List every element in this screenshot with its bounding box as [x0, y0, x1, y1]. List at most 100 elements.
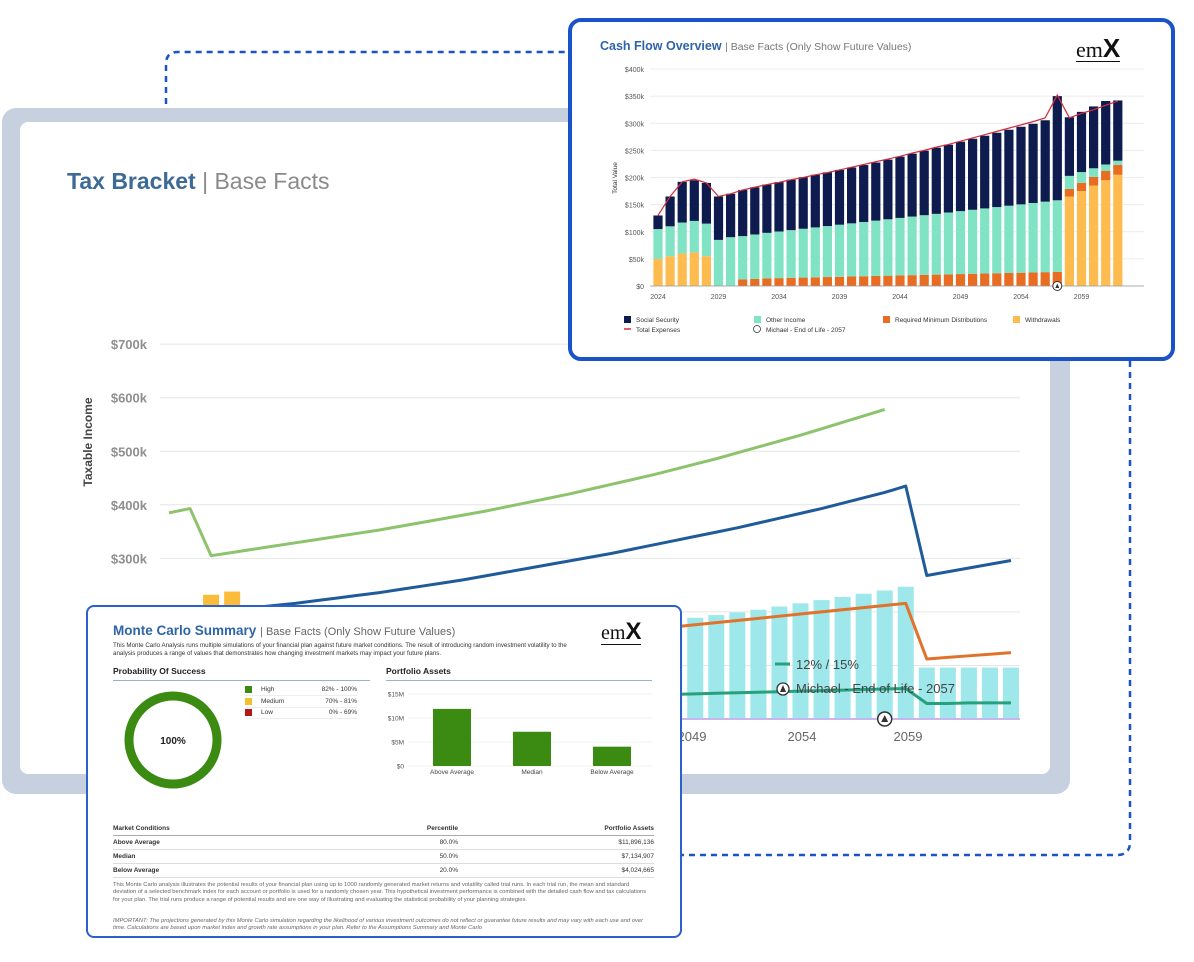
cash-flow-bar-segment	[822, 277, 832, 286]
legend-range: 70% - 81%	[325, 697, 357, 705]
cash-flow-bar-segment	[955, 274, 966, 286]
probability-ring	[124, 691, 222, 789]
cash-flow-bar-segment	[1101, 164, 1111, 171]
cash-flow-bar-segment	[992, 207, 1002, 274]
y-axis-label: Taxable Income	[81, 397, 95, 486]
table-row: Below Average 20.0% $4,024,665	[113, 864, 654, 878]
taxable-income-bar	[708, 615, 725, 719]
taxable-income-bar	[897, 586, 914, 719]
x-tick-label: Median	[521, 769, 543, 776]
y-tick-label: $300k	[625, 121, 645, 128]
cash-flow-bar-segment	[859, 276, 869, 286]
y-tick-label: $10M	[388, 716, 404, 723]
legend-label: Total Expenses	[636, 327, 681, 334]
cash-flow-bar-segment	[810, 277, 820, 286]
cash-flow-bar-segment	[786, 179, 796, 231]
cash-flow-bar-segment	[810, 174, 820, 228]
cash-flow-title-text: Cash Flow Overview	[600, 39, 722, 53]
legend-swatch	[245, 709, 252, 716]
cash-flow-bar-segment	[943, 144, 953, 213]
probability-donut: 100%	[124, 691, 222, 789]
cash-flow-bar-segment	[1052, 96, 1062, 201]
probability-legend-row: Medium 70% - 81%	[245, 697, 357, 708]
cash-flow-bar-segment	[1040, 120, 1050, 202]
cash-flow-bar-segment	[738, 236, 748, 280]
row-condition: Median	[113, 853, 136, 860]
taxable-income-bar	[918, 667, 935, 719]
y-tick-label: $0	[397, 764, 405, 771]
legend-label: Social Security	[636, 317, 680, 324]
probability-value: 100%	[160, 736, 186, 747]
taxable-income-bar	[939, 667, 956, 719]
table-row: Median 50.0% $7,134,907	[113, 850, 654, 864]
taxable-income-bar	[960, 667, 977, 719]
cash-flow-bar-segment	[907, 216, 917, 276]
tax-bracket-title-text: Tax Bracket	[67, 168, 196, 194]
cash-flow-bar-segment	[847, 276, 857, 286]
y-tick-label: $400k	[625, 67, 645, 74]
y-tick-label: $700k	[111, 337, 148, 352]
cash-flow-bar-segment	[713, 239, 724, 286]
x-tick-label: 2054	[788, 729, 817, 744]
cash-flow-bar-segment	[677, 181, 687, 223]
cash-flow-bar-segment	[1089, 185, 1099, 286]
x-tick-label: 2049	[678, 729, 707, 744]
x-tick-label: 2034	[771, 294, 787, 301]
cash-flow-bar-segment	[750, 187, 760, 235]
row-percentile: 50.0%	[439, 853, 458, 860]
cash-flow-bar-segment	[1064, 188, 1074, 197]
legend-label: Withdrawals	[1025, 317, 1061, 324]
cash-flow-bar-segment	[1016, 204, 1026, 273]
cash-flow-bar-segment	[943, 274, 953, 286]
header-market-conditions: Market Conditions	[113, 825, 170, 832]
cash-flow-bar-segment	[1089, 176, 1099, 186]
taxable-income-bar	[855, 593, 872, 719]
emx-logo: emX	[601, 618, 642, 645]
cash-flow-bar-segment	[786, 277, 796, 286]
row-assets: $4,024,665	[621, 867, 654, 874]
divider	[386, 680, 652, 681]
y-tick-label: $50k	[629, 257, 645, 264]
cash-flow-bar-segment	[750, 234, 760, 279]
cash-flow-bar-segment	[1028, 123, 1038, 203]
taxable-income-bar	[876, 590, 893, 719]
cash-flow-bar-segment	[689, 220, 699, 253]
cash-flow-bar-segment	[701, 223, 711, 257]
header-percentile: Percentile	[426, 825, 458, 832]
legend-range: 0% - 69%	[328, 709, 357, 716]
y-tick-label: $150k	[625, 203, 645, 210]
taxable-income-bar	[981, 667, 998, 719]
cash-flow-bar-segment	[665, 196, 675, 227]
cash-flow-bar-segment	[834, 169, 845, 225]
cash-flow-bar-segment	[1004, 205, 1014, 273]
row-condition: Above Average	[113, 839, 160, 846]
taxable-income-bar	[834, 596, 851, 719]
monte-carlo-footnote: This Monte Carlo analysis illustrates th…	[113, 882, 647, 903]
x-tick-label: 2039	[832, 294, 848, 301]
cash-flow-bar-segment	[798, 228, 808, 278]
row-assets: $11,896,136	[618, 839, 654, 846]
y-tick-label: $200k	[625, 176, 645, 183]
cash-flow-bar-segment	[726, 193, 736, 238]
cash-flow-bar-segment	[1028, 272, 1038, 286]
cash-flow-bar-segment	[822, 172, 832, 227]
cash-flow-bar-segment	[701, 256, 711, 286]
cash-flow-bar-segment	[798, 177, 808, 229]
monte-carlo-subtitle: | Base Facts (Only Show Future Values)	[260, 626, 456, 638]
legend-swatch	[754, 316, 761, 323]
end-of-life-marker-arrow	[881, 715, 889, 722]
legend-label: Michael - End of Life - 2057	[796, 681, 955, 696]
cash-flow-bar-segment	[822, 226, 832, 278]
cash-flow-bar-segment	[1064, 117, 1074, 176]
cash-flow-bar-segment	[653, 258, 663, 286]
cash-flow-bar-segment	[774, 231, 784, 279]
x-tick-label: 2024	[650, 294, 666, 301]
cash-flow-bar-segment	[713, 196, 724, 240]
cash-flow-bar-segment	[955, 141, 966, 212]
cash-flow-bar-segment	[786, 230, 796, 278]
portfolio-assets-heading: Portfolio Assets	[386, 666, 451, 676]
cash-flow-title: Cash Flow Overview | Base Facts (Only Sh…	[600, 39, 911, 53]
cash-flow-bar-segment	[701, 182, 711, 224]
cash-flow-chart: $0 $50k $100k $150k $200k $250k $300k $350k $400…	[612, 67, 1144, 334]
